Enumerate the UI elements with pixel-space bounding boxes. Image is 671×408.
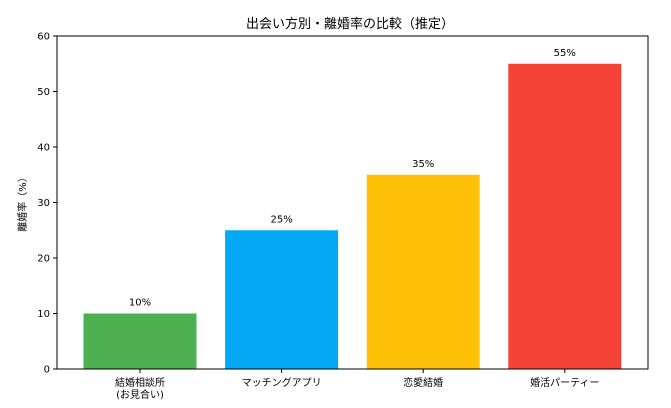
bar-value-label: 25%: [270, 214, 292, 225]
plot-area: 10% 結婚相談所(お見合い) 25% マッチングアプリ 35% 恋愛結婚 55% 婚活パーテ…: [37, 32, 649, 401]
y-tick-label: 50: [37, 87, 50, 98]
y-tick-label: 40: [37, 143, 50, 154]
x-tick-label: マッチングアプリ: [242, 376, 322, 389]
axes-frame: [56, 35, 649, 370]
y-axis-label: 離婚率（%）: [16, 172, 29, 232]
x-tick-label: 婚活パーティー: [530, 376, 599, 389]
chart-title: 出会い方別・離婚率の比較（推定）: [246, 16, 454, 32]
x-tick-label: 恋愛結婚: [403, 376, 443, 389]
x-tick-label: 結婚相談所: [115, 376, 165, 389]
y-tick-label: 10: [37, 309, 50, 320]
bar: [366, 174, 480, 369]
y-tick-label: 30: [37, 198, 50, 209]
bar-value-label: 10%: [129, 298, 151, 309]
y-tick-label: 20: [37, 254, 50, 265]
bar: [508, 63, 622, 369]
x-tick-label: (お見合い): [116, 388, 164, 401]
y-tick-label: 60: [37, 32, 50, 43]
bar: [225, 230, 339, 369]
y-tick-label: 0: [44, 365, 50, 376]
bar-value-label: 35%: [412, 159, 434, 170]
bar-value-label: 55%: [554, 48, 576, 59]
bar: [83, 313, 197, 369]
